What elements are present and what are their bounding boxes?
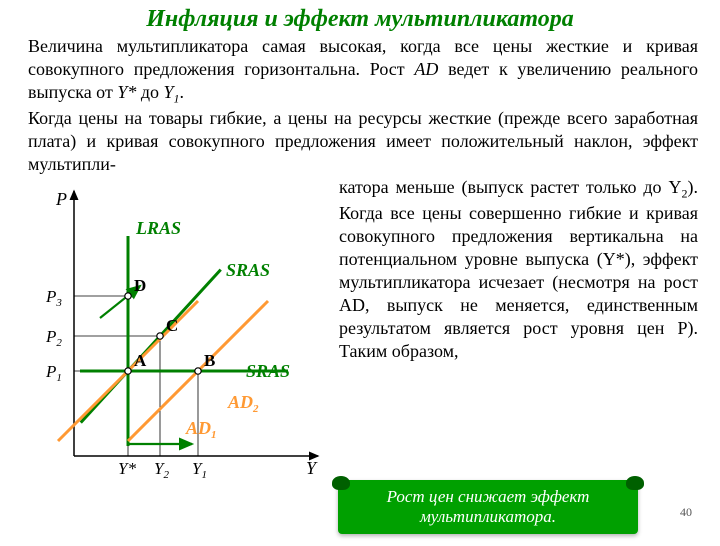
- paragraph-1: Величина мультипликатора самая высокая, …: [28, 35, 698, 107]
- svg-text:Y2: Y2: [154, 459, 169, 481]
- svg-text:AD2: AD2: [227, 392, 259, 415]
- svg-text:SRAS: SRAS: [226, 260, 270, 280]
- wt-ystar: Y*: [603, 249, 625, 269]
- svg-text:P: P: [55, 189, 67, 209]
- svg-text:P2: P2: [45, 327, 62, 349]
- page-number: 40: [680, 505, 692, 520]
- wt-p: P: [677, 318, 687, 338]
- p1-ad: AD: [414, 59, 438, 79]
- svg-text:LRAS: LRAS: [135, 218, 181, 238]
- svg-text:P1: P1: [45, 362, 62, 384]
- wt-y2: Y: [669, 177, 682, 197]
- svg-text:AD1: AD1: [185, 418, 217, 441]
- svg-text:B: B: [204, 351, 215, 370]
- svg-text:D: D: [134, 276, 146, 295]
- wt4: выпуск не меняется, единственным результ…: [339, 295, 698, 338]
- p1-y1: Y: [164, 82, 174, 102]
- wrap-block: PYLRASSRASSRASAD1AD2ABCDP1P2P3Y*Y2Y1 кат…: [28, 176, 698, 363]
- svg-text:P3: P3: [45, 287, 62, 309]
- svg-text:Y*: Y*: [118, 459, 136, 478]
- callout-banner: Рост цен снижает эффект мультипликатора.: [338, 480, 638, 534]
- wt-ad: AD,: [339, 295, 370, 315]
- svg-text:SRAS: SRAS: [246, 361, 290, 381]
- wt1: катора меньше (выпуск растет только до: [339, 177, 669, 197]
- svg-text:C: C: [166, 316, 178, 335]
- p1-to: до: [136, 82, 163, 102]
- callout-text: Рост цен снижает эффект мультипликатора.: [348, 487, 628, 527]
- chart-svg: P Y LRAS SRAS SRAS AD1 AD2 A B C D P1 P2 P3 Y* Y2 Y1: [28, 176, 333, 501]
- paragraph-2: Когда цены на товары гибкие, а цены на р…: [28, 107, 698, 176]
- chart: P Y LRAS SRAS SRAS AD1 AD2 A B C D P1 P2 P3 Y* Y2 Y1: [28, 176, 333, 501]
- svg-text:Y: Y: [306, 458, 318, 478]
- svg-text:Y1: Y1: [192, 459, 207, 481]
- svg-text:A: A: [134, 351, 147, 370]
- p1-end: .: [180, 82, 185, 102]
- page-title: Инфляция и эффект мультипликатора: [0, 6, 720, 33]
- p1-ystar: Y*: [117, 82, 136, 102]
